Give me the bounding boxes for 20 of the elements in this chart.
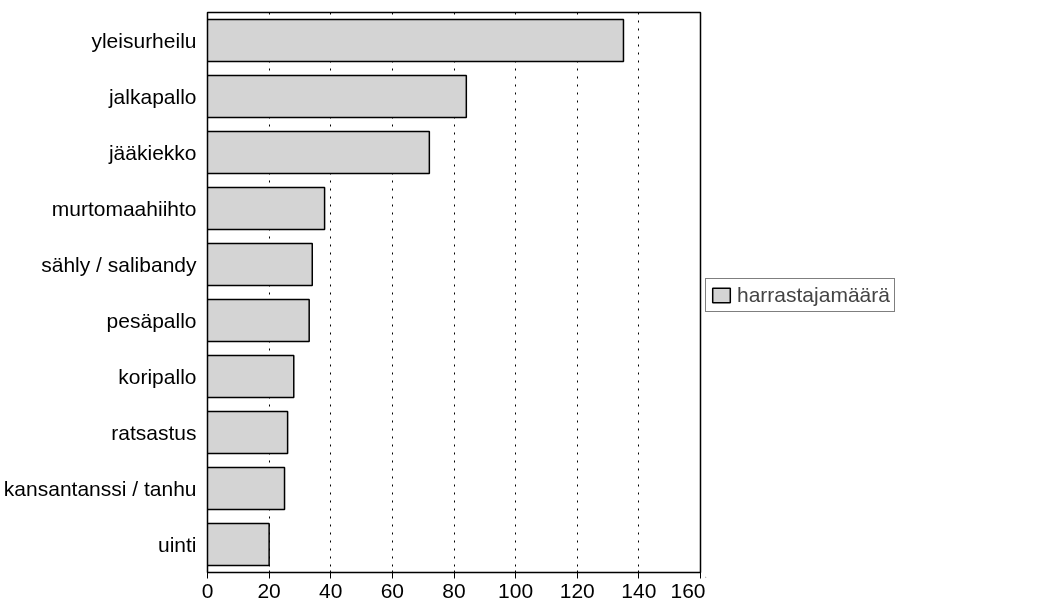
y-tick-label: yleisurheilu <box>91 29 197 52</box>
y-tick-label: pesäpallo <box>106 309 197 332</box>
x-tick-label: 160 <box>670 578 706 602</box>
y-tick-label: jalkapallo <box>107 85 197 108</box>
y-tick-label: sähly / salibandy <box>41 253 197 276</box>
x-tick-label: 0 <box>201 578 214 602</box>
y-tick-label: ratsastus <box>111 421 197 444</box>
y-tick-label: kansantanssi / tanhu <box>3 477 197 500</box>
y-tick-label: jääkiekko <box>107 141 197 164</box>
x-tick-label: 80 <box>442 578 466 602</box>
x-tick-label: 40 <box>319 578 343 602</box>
x-tick-label: 100 <box>498 578 534 602</box>
y-tick-label: koripallo <box>118 365 197 388</box>
x-tick-label: 60 <box>380 578 405 602</box>
legend-label: harrastajamäärä <box>737 282 890 307</box>
x-tick-label: 140 <box>621 578 657 602</box>
y-tick-label: murtomaahiihto <box>51 197 197 220</box>
x-tick-label: 20 <box>257 578 281 602</box>
y-tick-label: uinti <box>157 533 197 556</box>
x-tick-label: 120 <box>559 578 595 602</box>
